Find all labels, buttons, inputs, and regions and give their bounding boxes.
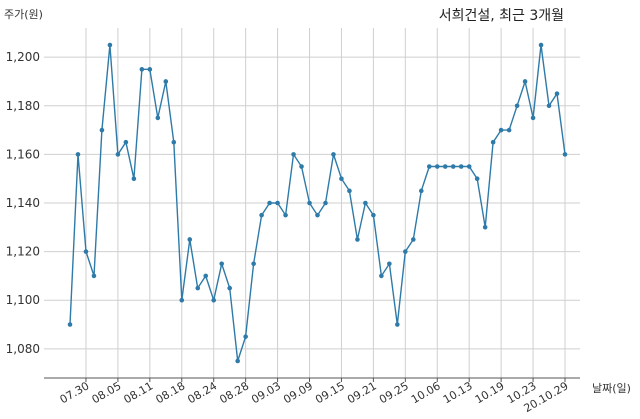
chart-title: 서희건설, 최근 3개월 xyxy=(438,8,564,24)
data-point xyxy=(458,164,464,169)
data-point xyxy=(235,358,240,364)
data-point xyxy=(546,103,552,109)
data-point xyxy=(339,176,344,181)
data-point xyxy=(395,322,400,327)
data-point xyxy=(538,42,544,48)
data-point xyxy=(442,164,448,169)
data-point xyxy=(323,200,328,206)
data-point xyxy=(179,297,185,303)
x-axis-label: 날짜(일) xyxy=(592,382,631,395)
data-point xyxy=(522,79,528,84)
data-point xyxy=(347,188,352,194)
y-tick-label: 1,180 xyxy=(6,99,40,113)
data-point xyxy=(379,273,384,279)
x-tick-label: 08.05 xyxy=(90,379,124,406)
data-point xyxy=(171,139,177,145)
data-point xyxy=(219,261,224,267)
data-point xyxy=(562,152,568,157)
data-point xyxy=(123,139,129,145)
data-point xyxy=(203,273,209,279)
x-tick-label: 10.19 xyxy=(473,379,507,406)
x-tick-label: 09.09 xyxy=(281,379,315,406)
data-point xyxy=(434,164,440,169)
data-point xyxy=(99,127,105,133)
x-tick-label: 09.25 xyxy=(377,379,411,406)
data-point xyxy=(147,67,153,72)
data-point xyxy=(283,212,288,218)
data-point xyxy=(363,200,368,206)
x-tick-label: 07.30 xyxy=(58,379,92,406)
data-point xyxy=(267,200,272,206)
data-point xyxy=(243,334,248,339)
y-tick-label: 1,080 xyxy=(6,342,40,356)
data-point xyxy=(355,237,360,242)
data-point xyxy=(299,164,304,169)
x-tick-label: 10.06 xyxy=(409,379,443,406)
x-tick-label: 09.21 xyxy=(345,379,379,406)
data-point xyxy=(291,152,296,157)
y-axis-label: 주가(원) xyxy=(4,8,43,21)
data-point xyxy=(450,164,456,169)
data-point xyxy=(315,212,320,218)
x-tick-label: 08.24 xyxy=(185,379,219,406)
data-point xyxy=(387,261,392,267)
data-point xyxy=(490,139,496,145)
data-point xyxy=(163,79,169,84)
data-point xyxy=(155,115,161,121)
y-tick-label: 1,200 xyxy=(6,50,40,64)
data-point xyxy=(482,225,488,230)
y-tick-label: 1,160 xyxy=(6,147,40,161)
data-point xyxy=(466,164,472,169)
data-point xyxy=(514,103,520,109)
x-tick-label: 08.18 xyxy=(153,379,187,406)
data-point xyxy=(115,152,121,157)
x-tick-label: 08.11 xyxy=(122,379,156,406)
data-point xyxy=(187,237,193,242)
data-point xyxy=(403,249,408,254)
data-point xyxy=(131,176,137,181)
x-tick-label: 10.13 xyxy=(441,379,475,406)
data-point xyxy=(227,285,232,291)
data-point xyxy=(259,212,264,218)
y-tick-label: 1,100 xyxy=(6,293,40,307)
x-tick-label: 09.03 xyxy=(249,379,283,406)
data-point xyxy=(275,200,280,206)
data-point xyxy=(139,67,145,72)
data-point xyxy=(530,115,536,121)
data-point xyxy=(506,127,512,133)
data-point xyxy=(91,273,97,279)
data-point xyxy=(418,188,424,194)
y-tick-label: 1,120 xyxy=(6,245,40,259)
data-point xyxy=(331,152,336,157)
data-point xyxy=(426,164,432,169)
data-point xyxy=(411,237,416,242)
data-point xyxy=(195,285,201,291)
data-point xyxy=(554,91,560,96)
y-tick-label: 1,140 xyxy=(6,196,40,210)
data-point xyxy=(83,249,89,254)
x-tick-label: 09.15 xyxy=(313,379,347,406)
data-point xyxy=(251,261,256,267)
data-point xyxy=(211,297,217,303)
data-point xyxy=(75,152,81,157)
data-point xyxy=(498,127,504,133)
data-point xyxy=(371,212,376,218)
data-point xyxy=(474,176,480,181)
data-point xyxy=(67,322,73,327)
data-point xyxy=(107,42,113,48)
data-point xyxy=(307,200,312,206)
x-tick-label: 08.28 xyxy=(217,379,251,406)
